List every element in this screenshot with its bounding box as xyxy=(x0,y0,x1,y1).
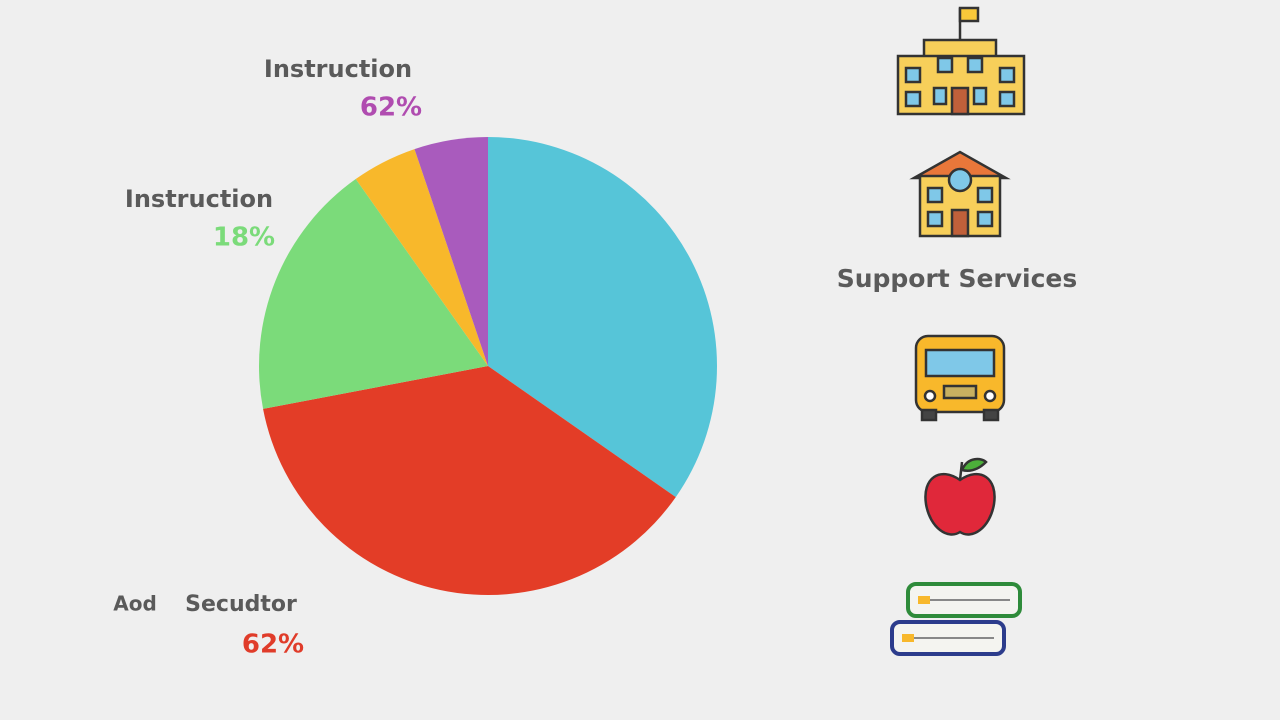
annotation-label: Secudtor xyxy=(185,592,297,617)
apple-icon xyxy=(924,457,996,536)
bus-icon xyxy=(914,334,1006,422)
pie-slice xyxy=(488,137,717,498)
annotation-label: Aod xyxy=(113,592,157,616)
schoolhouse-icon xyxy=(909,150,1011,238)
school-icon xyxy=(896,6,1026,116)
annotation-label: Instruction xyxy=(125,185,273,213)
books-icon xyxy=(890,582,1022,656)
pie-slice xyxy=(414,137,488,366)
pie-slice xyxy=(259,179,488,409)
annotation-value: 62% xyxy=(360,93,422,123)
annotation-value: 18% xyxy=(213,223,275,253)
annotation-value: 62% xyxy=(242,630,304,660)
pie xyxy=(259,137,717,595)
annotation-label: Instruction xyxy=(264,55,412,83)
side-label: Support Services xyxy=(837,264,1078,293)
pie-slice xyxy=(355,149,488,366)
pie-slice xyxy=(263,366,676,595)
